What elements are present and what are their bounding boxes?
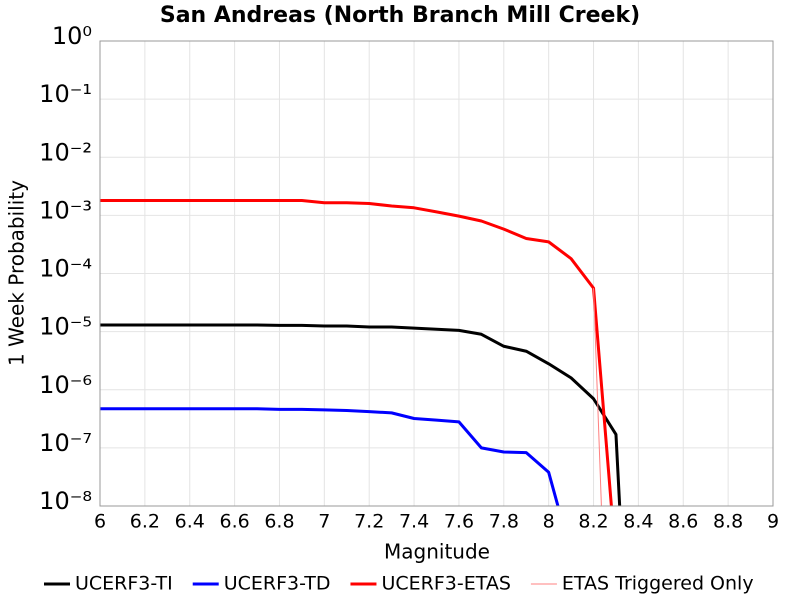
- series-line: [100, 323, 622, 506]
- x-tick-label: 8.2: [578, 511, 608, 533]
- x-tick-label: 8.4: [623, 511, 653, 533]
- y-tick-label: 10⁰: [52, 22, 92, 50]
- y-tick-label: 10⁻⁸: [39, 487, 92, 515]
- x-tick-label: 6: [94, 511, 106, 533]
- x-tick-label: 6.6: [219, 511, 249, 533]
- legend-label: UCERF3-TI: [75, 573, 173, 595]
- x-tick-label: 9: [767, 511, 779, 533]
- y-tick-label: 10⁻⁷: [39, 429, 92, 457]
- x-tick-label: 7.6: [444, 511, 474, 533]
- x-tick-label: 8: [543, 511, 555, 533]
- legend-label: UCERF3-TD: [224, 573, 331, 595]
- lines: [100, 199, 622, 506]
- series-line: [593, 288, 602, 506]
- series-line: [100, 407, 560, 506]
- y-tick-label: 10⁻⁴: [39, 255, 92, 283]
- chart-title: San Andreas (North Branch Mill Creek): [160, 3, 640, 28]
- y-tick-label: 10⁻²: [39, 138, 92, 166]
- x-tick-label: 7.4: [399, 511, 429, 533]
- x-axis-label: Magnitude: [384, 540, 490, 564]
- y-tick-label: 10⁻¹: [39, 80, 92, 108]
- y-axis-label: 1 Week Probability: [5, 180, 29, 366]
- x-tick-label: 8.8: [713, 511, 743, 533]
- x-tick-label: 6.2: [130, 511, 160, 533]
- x-tick-label: 6.8: [264, 511, 294, 533]
- x-tick-label: 7.8: [489, 511, 519, 533]
- x-tick-label: 7: [318, 511, 330, 533]
- x-tick-label: 6.4: [175, 511, 205, 533]
- x-tick-label: 7.2: [354, 511, 384, 533]
- legend-label: ETAS Triggered Only: [562, 573, 754, 595]
- series-line: [100, 199, 613, 506]
- legend-label: UCERF3-ETAS: [381, 573, 510, 595]
- plot-border: [99, 40, 774, 507]
- legend: UCERF3-TI UCERF3-TD UCERF3-ETAS ETAS Trigge…: [44, 573, 754, 595]
- y-tick-label: 10⁻⁵: [39, 313, 92, 341]
- grid: [99, 40, 774, 507]
- x-tick-label: 8.6: [668, 511, 698, 533]
- y-tick-label: 10⁻³: [39, 196, 92, 224]
- y-tick-label: 10⁻⁶: [39, 371, 92, 399]
